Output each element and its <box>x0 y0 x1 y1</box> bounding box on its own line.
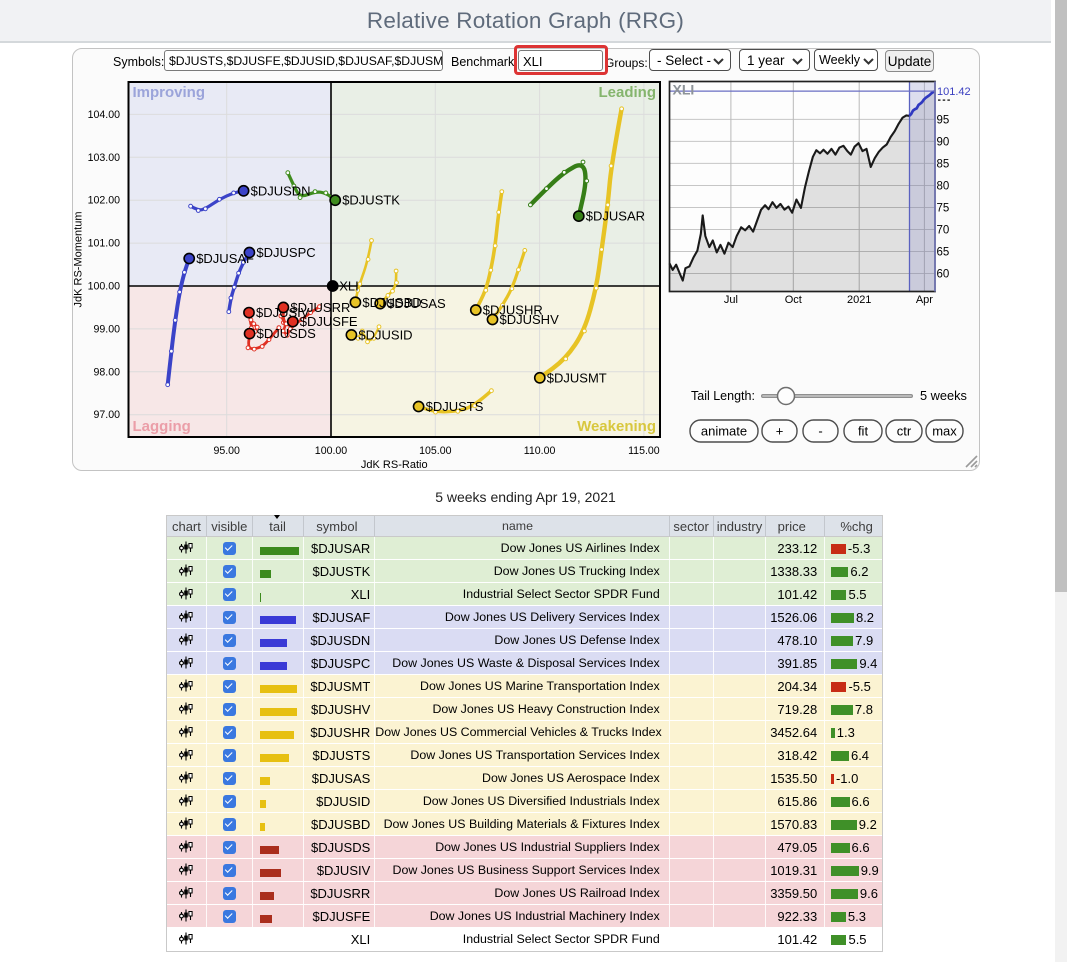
svg-text:Weakening: Weakening <box>577 418 656 435</box>
svg-text:$DJUSPC: $DJUSPC <box>256 245 315 260</box>
svg-text:$DJUSTS: $DJUSTS <box>426 399 484 414</box>
svg-text:5 weeks: 5 weeks <box>920 388 967 403</box>
svg-text:Tail Length:: Tail Length: <box>691 389 755 403</box>
svg-text:$DJUSHR: $DJUSHR <box>483 303 543 318</box>
svg-text:2021: 2021 <box>847 294 871 306</box>
svg-text:$DJUSDN: $DJUSDN <box>251 183 311 198</box>
svg-text:115.00: 115.00 <box>628 445 660 457</box>
svg-text:Improving: Improving <box>133 84 206 101</box>
svg-text:Leading: Leading <box>598 84 656 101</box>
svg-text:99.00: 99.00 <box>93 323 120 335</box>
svg-text:XLI: XLI <box>673 82 695 98</box>
svg-text:105.00: 105.00 <box>419 445 452 457</box>
svg-text:$DJUSAF: $DJUSAF <box>196 251 254 266</box>
svg-text:animate: animate <box>701 424 747 439</box>
svg-text:ctr: ctr <box>897 424 912 439</box>
svg-text:85: 85 <box>937 158 950 170</box>
svg-text:102.00: 102.00 <box>88 195 121 207</box>
svg-text:$DJUSAS: $DJUSAS <box>387 296 446 311</box>
svg-text:101.00: 101.00 <box>88 238 121 250</box>
svg-text:110.00: 110.00 <box>524 445 556 457</box>
svg-text:Jul: Jul <box>724 294 738 306</box>
svg-text:XLI: XLI <box>339 279 359 294</box>
svg-text:$DJUSBD: $DJUSBD <box>362 295 421 310</box>
svg-text:$DJUSMT: $DJUSMT <box>547 370 607 385</box>
svg-text:65: 65 <box>937 246 950 258</box>
svg-text:Lagging: Lagging <box>133 418 191 435</box>
svg-text:Oct: Oct <box>785 294 802 306</box>
svg-text:97.00: 97.00 <box>93 409 120 421</box>
svg-text:$DJUSTK: $DJUSTK <box>342 193 400 208</box>
svg-text:fit: fit <box>858 424 869 439</box>
svg-text:95: 95 <box>937 114 950 126</box>
svg-text:80: 80 <box>937 180 950 192</box>
svg-text:$DJUSFE: $DJUSFE <box>300 314 358 329</box>
svg-text:$DJUSHV: $DJUSHV <box>500 312 560 327</box>
svg-text:90: 90 <box>937 136 950 148</box>
svg-text:max: max <box>932 424 957 439</box>
svg-text:60: 60 <box>937 269 950 281</box>
svg-text:JdK RS-Ratio: JdK RS-Ratio <box>361 459 428 471</box>
svg-text:101.42: 101.42 <box>937 86 971 98</box>
svg-text:100.00: 100.00 <box>315 445 348 457</box>
svg-text:100.00: 100.00 <box>88 281 121 293</box>
svg-text:Apr: Apr <box>916 294 933 306</box>
svg-text:JdK RS-Momentum: JdK RS-Momentum <box>73 212 85 308</box>
svg-text:$DJUSAR: $DJUSAR <box>586 209 645 224</box>
svg-text:$DJUSDS: $DJUSDS <box>257 326 317 341</box>
svg-text:-: - <box>818 424 822 439</box>
svg-text:103.00: 103.00 <box>88 152 121 164</box>
svg-text:70: 70 <box>937 224 950 236</box>
svg-text:104.00: 104.00 <box>88 109 121 121</box>
svg-text:75: 75 <box>937 202 950 214</box>
svg-text:+: + <box>776 424 784 439</box>
svg-text:95.00: 95.00 <box>213 445 240 457</box>
svg-text:$DJUSID: $DJUSID <box>358 327 412 342</box>
svg-text:98.00: 98.00 <box>93 366 120 378</box>
svg-text:$DJUSRR: $DJUSRR <box>290 300 350 315</box>
